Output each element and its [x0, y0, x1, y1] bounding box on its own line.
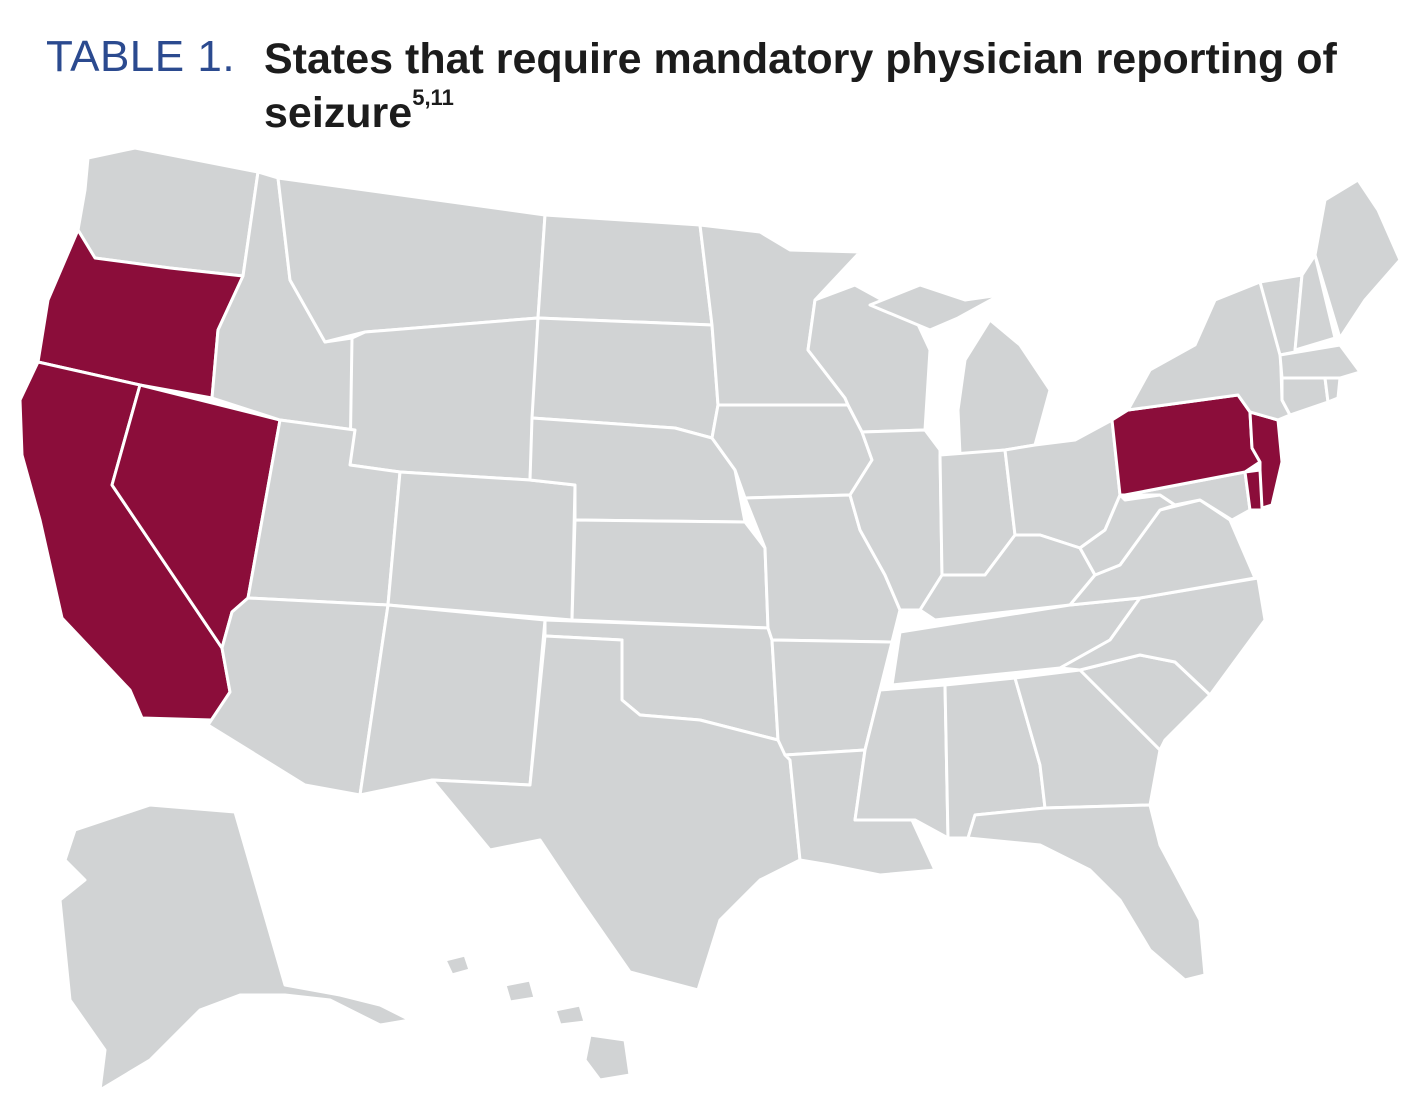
state-montana: [276, 176, 547, 344]
state-hawaii-3: [553, 1003, 587, 1027]
state-kentucky: [918, 533, 1097, 622]
title-text: States that require mandatory physician …: [264, 35, 1337, 137]
state-maine: [1313, 178, 1402, 340]
state-florida: [966, 803, 1207, 982]
state-alaska: [58, 803, 412, 1092]
state-wyoming: [348, 316, 540, 482]
state-newhampshire: [1293, 253, 1337, 352]
state-hawaii-big: [583, 1033, 632, 1082]
state-arizona: [206, 596, 390, 797]
state-newjersey: [1248, 410, 1284, 510]
table-label: TABLE 1.: [46, 32, 236, 81]
state-michigan-upper: [868, 283, 1002, 332]
state-northcarolina: [1058, 576, 1267, 697]
state-michigan: [956, 318, 1052, 457]
page-title: States that require mandatory physician …: [264, 32, 1374, 140]
state-newmexico: [358, 603, 547, 797]
state-hawaii-2: [503, 978, 537, 1004]
state-hawaii: [443, 953, 472, 977]
state-northdakota: [536, 213, 714, 327]
state-texas: [430, 634, 802, 992]
state-massachusetts: [1278, 343, 1362, 380]
state-colorado: [386, 470, 577, 622]
state-illinois: [848, 428, 944, 612]
state-kansas: [570, 518, 770, 630]
state-rhodeisland: [1323, 376, 1342, 404]
state-connecticut: [1280, 376, 1330, 417]
title-superscript: 5,11: [412, 85, 454, 110]
state-washington: [76, 146, 260, 278]
